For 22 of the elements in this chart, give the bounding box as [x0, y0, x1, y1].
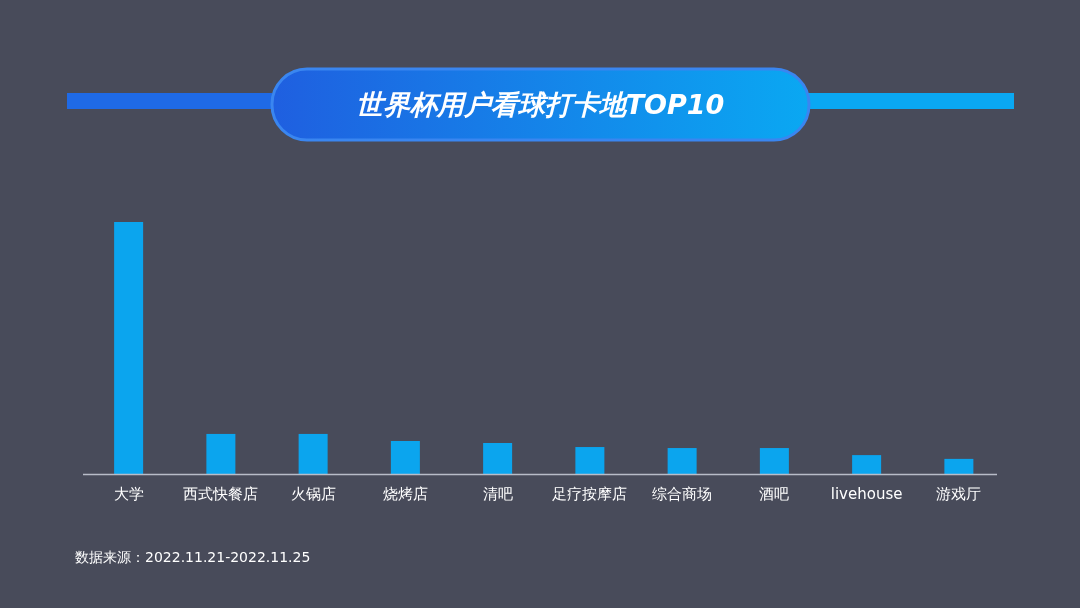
x-tick-label: 足疗按摩店	[552, 485, 628, 503]
bar	[944, 458, 974, 474]
bar	[114, 222, 144, 474]
x-tick-label: 西式快餐店	[183, 485, 259, 503]
bar	[575, 447, 605, 474]
x-tick-label: 烧烤店	[382, 485, 428, 503]
bar	[298, 433, 328, 474]
x-tick-label: livehouse	[830, 485, 903, 503]
bar	[759, 448, 789, 474]
x-tick-label: 综合商场	[652, 485, 713, 503]
bar	[206, 433, 236, 474]
x-tick-label: 大学	[113, 485, 144, 503]
x-tick-label: 清吧	[482, 485, 513, 503]
bar	[483, 443, 513, 474]
bar	[390, 440, 420, 474]
source-note: 数据来源：2022.11.21-2022.11.25	[75, 549, 311, 565]
bar	[667, 448, 697, 474]
x-tick-label: 酒吧	[759, 485, 790, 503]
bar	[852, 455, 882, 474]
x-tick-label: 游戏厅	[936, 485, 982, 503]
x-tick-label: 火锅店	[290, 485, 336, 503]
chart-title: 世界杯用户看球打卡地TOP10	[355, 89, 725, 120]
